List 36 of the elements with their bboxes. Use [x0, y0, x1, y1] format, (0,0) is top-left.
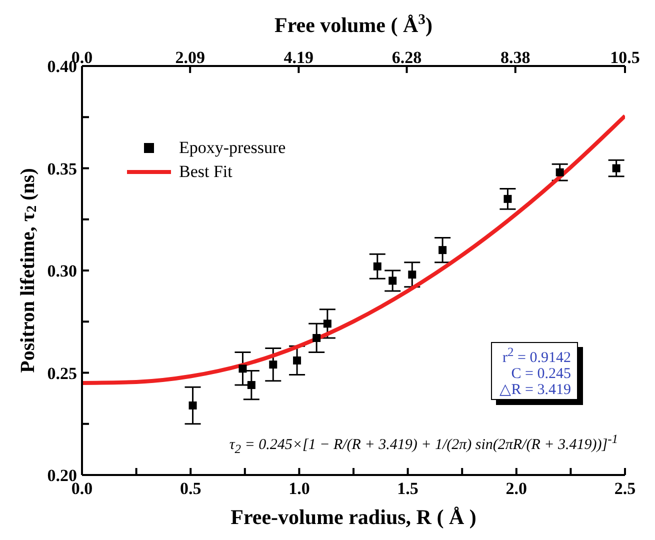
x-tick-label: 0.5 — [180, 479, 202, 498]
y-tick-label: 0.25 — [47, 364, 77, 383]
x-tick-label: 2.0 — [506, 479, 528, 498]
point — [188, 401, 197, 410]
legend-label: Best Fit — [179, 161, 232, 183]
point — [556, 168, 564, 176]
point — [408, 270, 416, 279]
annotation: C = 0.245 — [510, 366, 571, 382]
point — [438, 246, 447, 254]
x2-axis-title: Free volume ( Å$^{3}$) — [274, 12, 432, 37]
y-tick-label: 0.30 — [47, 262, 77, 281]
point — [269, 360, 278, 369]
point — [373, 262, 382, 270]
point — [612, 164, 620, 172]
x2-tick-label: 6.28 — [392, 48, 422, 67]
line-series — [82, 114, 625, 385]
point — [388, 276, 397, 285]
x2-tick-label: 10.5 — [610, 48, 640, 67]
point — [247, 381, 256, 390]
point — [312, 334, 321, 342]
point — [504, 194, 512, 203]
point — [323, 320, 332, 328]
annotation: τ$_{2}$ = 0.245×[1 − R/(R + 3.419) + 1/(2π) sin(2πR/(R + 3.419))]$^{-1}$ — [228, 432, 618, 457]
x-axis-title: Free-volume radius, R ( Å ) — [230, 505, 476, 529]
x-tick-label: 2.5 — [614, 479, 636, 498]
annotation: △R = 3.419 — [498, 382, 571, 398]
legend-label: Epoxy-pressure — [179, 137, 286, 159]
x2-tick-label: 4.19 — [284, 48, 314, 67]
x2-tick-label: 8.38 — [500, 48, 530, 67]
x-tick-label: 1.0 — [288, 479, 310, 498]
x2-tick-label: 2.09 — [175, 48, 205, 67]
x-tick-label: 1.5 — [397, 479, 418, 498]
point — [293, 356, 302, 364]
annotation: r$^{2}$ = 0.9142 — [502, 344, 571, 366]
point — [238, 364, 247, 373]
y-tick-label: 0.35 — [47, 159, 77, 178]
